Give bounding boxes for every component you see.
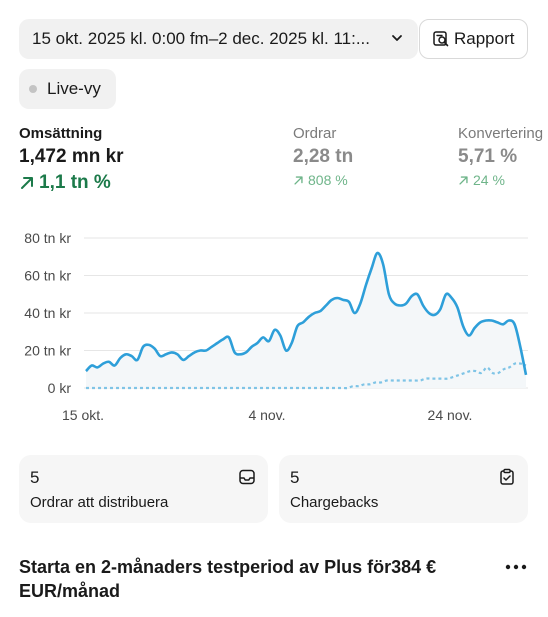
metric-change-value: 808 %: [308, 172, 348, 188]
metric-label: Ordrar: [293, 125, 337, 142]
x-axis-labels: 15 okt. 4 nov. 24 nov.: [62, 407, 472, 423]
comparison-series-line: [86, 362, 527, 390]
report-button[interactable]: Rapport: [419, 19, 528, 59]
y-tick-label: 80 tn kr: [24, 230, 71, 246]
card-chargebacks[interactable]: 5 Chargebacks: [279, 455, 528, 523]
metric-change: 24 %: [458, 172, 543, 188]
top-toolbar: 15 okt. 2025 kl. 0:00 fm–2 dec. 2025 kl.…: [19, 19, 548, 60]
y-tick-label: 0 kr: [48, 380, 72, 396]
inbox-icon: [239, 469, 255, 485]
date-range-selector[interactable]: 15 okt. 2025 kl. 0:00 fm–2 dec. 2025 kl.…: [19, 19, 418, 59]
card-label: Ordrar att distribuera: [30, 494, 169, 511]
live-view-label: Live-vy: [47, 79, 101, 98]
revenue-chart[interactable]: 80 tn kr 60 tn kr 40 tn kr 20 tn kr 0 kr…: [0, 222, 548, 432]
chevron-down-icon: [392, 35, 402, 41]
card-label: Chargebacks: [290, 494, 379, 511]
date-range-label: 15 okt. 2025 kl. 0:00 fm–2 dec. 2025 kl.…: [32, 29, 371, 48]
card-orders-to-fulfill[interactable]: 5 Ordrar att distribuera: [19, 455, 268, 523]
arrow-up-right-icon: [21, 177, 33, 189]
metric-conversion[interactable]: Konvertering 5,71 % 24 %: [458, 125, 543, 188]
metric-value: 5,71 %: [458, 146, 518, 167]
report-button-label: Rapport: [454, 29, 515, 48]
revenue-series-line: [85, 251, 528, 376]
metric-value: 2,28 tn: [293, 146, 354, 167]
arrow-up-right-icon: [294, 175, 303, 185]
x-tick-label: 15 okt.: [62, 407, 104, 423]
arrow-up-right-icon: [459, 175, 468, 185]
live-status-dot-icon: [29, 85, 37, 93]
chart-lines: [85, 251, 528, 390]
card-number: 5: [30, 468, 40, 487]
metric-label: Omsättning: [19, 125, 103, 142]
y-tick-label: 40 tn kr: [24, 305, 71, 321]
y-tick-label: 20 tn kr: [24, 343, 71, 359]
card-number: 5: [290, 468, 300, 487]
clipboard-check-icon: [500, 468, 514, 485]
metric-value: 1,472 mn kr: [19, 146, 124, 167]
report-search-icon: [433, 31, 449, 47]
metric-change: 1,1 tn %: [19, 172, 124, 194]
y-tick-label: 60 tn kr: [24, 268, 71, 284]
metric-change: 808 %: [293, 172, 353, 188]
metric-revenue[interactable]: Omsättning 1,472 mn kr 1,1 tn %: [19, 125, 124, 194]
y-axis-labels: 80 tn kr 60 tn kr 40 tn kr 20 tn kr 0 kr: [24, 230, 71, 396]
plus-trial-promo-title: Starta en 2-månaders testperiod av Plus …: [19, 557, 437, 601]
more-options-icon[interactable]: [503, 558, 529, 576]
x-tick-label: 4 nov.: [248, 407, 285, 423]
live-view-button[interactable]: Live-vy: [19, 69, 116, 109]
metric-label: Konvertering: [458, 125, 544, 142]
metric-orders[interactable]: Ordrar 2,28 tn 808 %: [293, 125, 353, 188]
metric-change-value: 1,1 tn %: [39, 172, 111, 193]
x-tick-label: 24 nov.: [428, 407, 473, 423]
metrics-row: Omsättning 1,472 mn kr 1,1 tn % Ordrar 2…: [19, 125, 548, 195]
metric-change-value: 24 %: [473, 172, 505, 188]
